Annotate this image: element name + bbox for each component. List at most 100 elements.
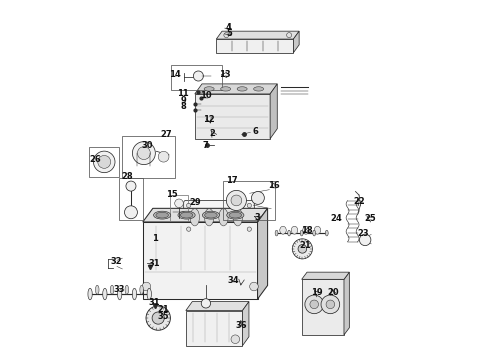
Text: 19: 19 — [311, 288, 322, 297]
Circle shape — [137, 147, 150, 159]
Text: 21: 21 — [299, 242, 311, 251]
Polygon shape — [195, 94, 270, 139]
Polygon shape — [344, 272, 349, 335]
Ellipse shape — [202, 211, 220, 219]
Bar — [223, 181, 275, 220]
Circle shape — [142, 282, 151, 291]
Circle shape — [126, 181, 136, 191]
Ellipse shape — [313, 230, 316, 236]
Text: 22: 22 — [353, 197, 365, 206]
Bar — [119, 178, 143, 220]
Polygon shape — [258, 208, 268, 299]
Text: 31: 31 — [149, 298, 160, 307]
Polygon shape — [302, 272, 349, 279]
Ellipse shape — [303, 226, 309, 234]
Ellipse shape — [291, 226, 298, 234]
Polygon shape — [216, 39, 294, 53]
Ellipse shape — [103, 288, 107, 300]
FancyBboxPatch shape — [184, 201, 254, 234]
Ellipse shape — [254, 87, 264, 91]
Text: 28: 28 — [122, 172, 133, 181]
Polygon shape — [302, 279, 344, 335]
Ellipse shape — [88, 288, 92, 300]
Circle shape — [224, 33, 229, 38]
Ellipse shape — [147, 288, 151, 300]
Bar — [170, 195, 188, 221]
Ellipse shape — [180, 212, 193, 218]
Polygon shape — [186, 311, 243, 346]
Circle shape — [298, 244, 307, 253]
Ellipse shape — [237, 87, 247, 91]
Ellipse shape — [110, 285, 114, 294]
Polygon shape — [143, 222, 258, 299]
Ellipse shape — [325, 230, 328, 236]
Ellipse shape — [229, 212, 242, 218]
Text: 33: 33 — [113, 285, 124, 294]
Text: 9: 9 — [180, 96, 186, 105]
Ellipse shape — [178, 211, 195, 219]
Circle shape — [293, 239, 313, 259]
Text: 6: 6 — [253, 127, 259, 136]
Text: 18: 18 — [301, 226, 313, 235]
Text: 31: 31 — [149, 259, 160, 268]
Text: 5: 5 — [226, 29, 232, 38]
Circle shape — [359, 234, 371, 246]
Ellipse shape — [204, 87, 214, 91]
Circle shape — [310, 300, 318, 309]
Circle shape — [326, 300, 335, 309]
Circle shape — [247, 227, 251, 231]
Circle shape — [132, 141, 155, 165]
Text: 4: 4 — [226, 23, 232, 32]
Text: 20: 20 — [327, 288, 339, 297]
Text: 16: 16 — [269, 181, 280, 190]
Circle shape — [201, 299, 211, 308]
Ellipse shape — [140, 285, 144, 294]
Text: 34: 34 — [228, 276, 239, 285]
Text: 2: 2 — [210, 129, 216, 138]
Circle shape — [175, 199, 183, 208]
Ellipse shape — [280, 226, 286, 234]
Circle shape — [305, 295, 323, 314]
Polygon shape — [143, 208, 268, 222]
Bar — [89, 147, 120, 177]
Polygon shape — [243, 302, 249, 346]
Circle shape — [250, 282, 258, 291]
Text: 3: 3 — [254, 213, 260, 222]
Text: 27: 27 — [160, 130, 172, 139]
Text: 36: 36 — [236, 321, 247, 330]
Circle shape — [187, 203, 191, 208]
Circle shape — [158, 151, 169, 162]
Ellipse shape — [118, 288, 122, 300]
Circle shape — [98, 156, 111, 168]
Circle shape — [187, 227, 191, 231]
Text: 13: 13 — [220, 71, 231, 80]
Circle shape — [231, 335, 240, 343]
Ellipse shape — [219, 209, 228, 226]
Circle shape — [194, 71, 203, 81]
Text: 35: 35 — [157, 312, 169, 321]
Text: 24: 24 — [331, 214, 343, 223]
Circle shape — [321, 295, 340, 314]
Polygon shape — [195, 84, 277, 94]
Text: 30: 30 — [142, 141, 153, 150]
Bar — [172, 64, 221, 90]
Polygon shape — [216, 31, 299, 39]
Ellipse shape — [205, 212, 217, 218]
Text: 1: 1 — [152, 234, 158, 243]
Ellipse shape — [153, 211, 171, 219]
Ellipse shape — [204, 209, 214, 226]
Circle shape — [231, 195, 242, 206]
Ellipse shape — [288, 230, 291, 236]
Circle shape — [152, 312, 164, 324]
Text: 12: 12 — [203, 114, 215, 123]
Bar — [122, 136, 175, 178]
Text: 29: 29 — [189, 198, 200, 207]
Ellipse shape — [156, 212, 169, 218]
Circle shape — [226, 190, 246, 211]
Ellipse shape — [314, 226, 320, 234]
Ellipse shape — [227, 211, 244, 219]
Circle shape — [146, 306, 171, 330]
Text: 11: 11 — [177, 89, 189, 98]
Circle shape — [94, 151, 115, 173]
Text: 17: 17 — [225, 176, 237, 185]
